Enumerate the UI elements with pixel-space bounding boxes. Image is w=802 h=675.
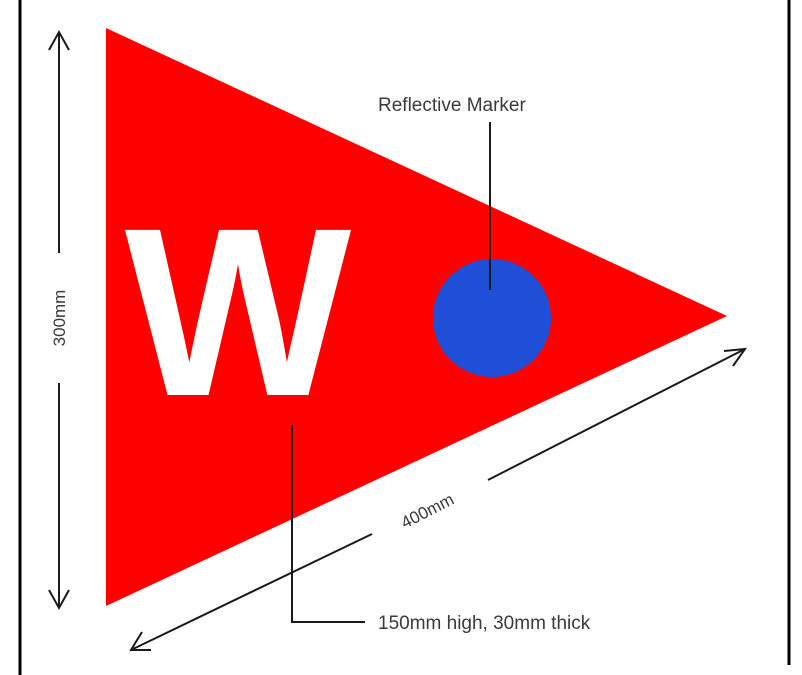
height-arrow-top [48,29,70,51]
reflective-marker-label: Reflective Marker [378,95,526,116]
length-arrow-end [723,347,748,367]
letter-spec-label: 150mm high, 30mm thick [378,613,591,634]
length-arrow-start [129,631,151,651]
reflective-marker-circle [433,259,551,377]
height-dimension: 300mm [48,29,70,611]
pennant-flag [106,28,727,606]
length-label: 400mm [398,490,457,533]
letter-spec-leader [291,425,365,623]
flag-letter: W [125,178,352,446]
height-label: 300mm [50,290,69,347]
height-arrow-bottom [48,589,70,611]
